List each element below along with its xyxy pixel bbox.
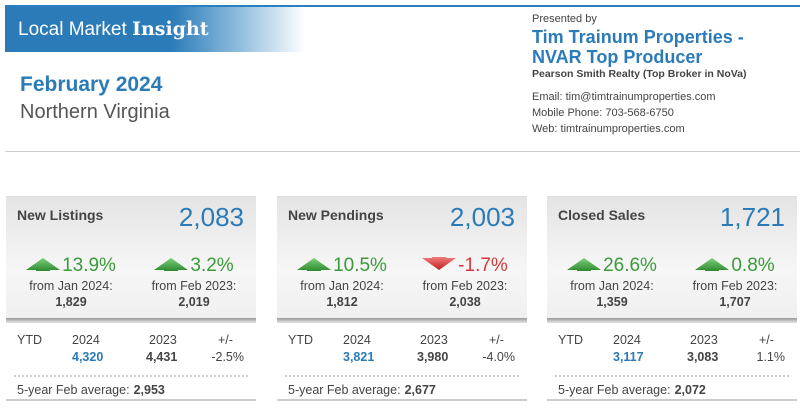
ytd-label: YTD xyxy=(288,333,313,347)
ytd-current-value: 4,320 xyxy=(72,350,104,364)
change-from-value: 2,038 xyxy=(449,295,481,309)
ytd-current-value: 3,821 xyxy=(343,350,375,364)
change-pct: 13.9% xyxy=(62,255,116,276)
ytd-year-current: 2024 xyxy=(72,333,100,347)
ytd-prior-value: 3,083 xyxy=(687,350,719,364)
agent-name: Tim Trainum Properties - NVAR Top Produce… xyxy=(532,27,747,67)
change-from-value: 1,359 xyxy=(596,295,628,309)
average-value: 2,072 xyxy=(674,383,706,397)
email[interactable]: Email: tim@timtrainumproperties.com xyxy=(532,91,716,103)
change-from-value: 2,019 xyxy=(178,295,210,309)
five-year-average: 5-year Feb average: 2,677 xyxy=(277,377,527,401)
change-yoy: -1.7% from Feb 2023: 2,038 xyxy=(405,255,525,309)
arrow-up-icon xyxy=(297,255,332,277)
ytd-year-prior: 2023 xyxy=(690,333,718,347)
average-label: 5-year Feb average: xyxy=(558,383,671,397)
change-pct: -1.7% xyxy=(458,255,508,276)
card-separator xyxy=(277,318,527,323)
ytd-table: YTD 2024 2023 +/- 3,117 3,083 1.1% xyxy=(547,323,797,375)
average-value: 2,677 xyxy=(404,383,436,397)
ytd-change-value: 1.1% xyxy=(756,350,786,364)
change-pct: 10.5% xyxy=(333,255,387,276)
arrow-down-icon xyxy=(422,255,457,277)
agent-line-1: Tim Trainum Properties - xyxy=(532,27,744,47)
report-region: Northern Virginia xyxy=(20,101,170,123)
change-from-value: 1,812 xyxy=(326,295,358,309)
ytd-change-value: -4.0% xyxy=(482,350,515,364)
metric-card: New Listings 2,083 13.9% from Jan 2024: … xyxy=(6,196,256,406)
change-from-label: from Feb 2023: xyxy=(151,279,237,293)
ytd-year-current: 2024 xyxy=(343,333,371,347)
website[interactable]: Web: timtrainumproperties.com xyxy=(532,123,685,135)
change-yoy: 3.2% from Feb 2023: 2,019 xyxy=(134,255,254,309)
metric-card: New Pendings 2,003 10.5% from Jan 2024: … xyxy=(277,196,527,406)
dotted-divider xyxy=(285,375,519,377)
brand-bold: Insight xyxy=(132,18,209,40)
ytd-year-prior: 2023 xyxy=(420,333,448,347)
ytd-table: YTD 2024 2023 +/- 3,821 3,980 -4.0% xyxy=(277,323,527,375)
metric-card: Closed Sales 1,721 26.6% from Jan 2024: … xyxy=(547,196,797,406)
dotted-divider xyxy=(14,375,248,377)
brand-prefix: Local Market xyxy=(18,19,127,40)
average-value: 2,953 xyxy=(133,383,165,397)
card-separator xyxy=(6,318,256,323)
ytd-change-header: +/- xyxy=(218,333,233,347)
change-mom: 13.9% from Jan 2024: 1,829 xyxy=(11,255,131,309)
arrow-up-icon xyxy=(154,255,189,277)
ytd-label: YTD xyxy=(558,333,583,347)
change-pct: 26.6% xyxy=(603,255,657,276)
change-from-value: 1,829 xyxy=(55,295,87,309)
top-rule xyxy=(5,5,800,7)
metric-title: Closed Sales xyxy=(558,207,646,223)
ytd-change-header: +/- xyxy=(759,333,774,347)
ytd-change-value: -2.5% xyxy=(211,350,244,364)
arrow-up-icon xyxy=(567,255,602,277)
ytd-prior-value: 3,980 xyxy=(417,350,449,364)
change-from-label: from Jan 2024: xyxy=(29,279,113,293)
five-year-average: 5-year Feb average: 2,072 xyxy=(547,377,797,401)
change-mom: 26.6% from Jan 2024: 1,359 xyxy=(552,255,672,309)
change-mom: 10.5% from Jan 2024: 1,812 xyxy=(282,255,402,309)
change-from-value: 1,707 xyxy=(719,295,751,309)
broker-name: Pearson Smith Realty (Top Broker in NoVa… xyxy=(532,68,747,80)
average-label: 5-year Feb average: xyxy=(288,383,401,397)
metric-title: New Listings xyxy=(17,207,104,223)
phone[interactable]: Mobile Phone: 703-568-6750 xyxy=(532,107,674,119)
ytd-label: YTD xyxy=(17,333,42,347)
report-month: February 2024 xyxy=(20,73,163,96)
change-from-label: from Feb 2023: xyxy=(422,279,508,293)
ytd-prior-value: 4,431 xyxy=(146,350,178,364)
ytd-year-current: 2024 xyxy=(613,333,641,347)
five-year-average: 5-year Feb average: 2,953 xyxy=(6,377,256,401)
arrow-up-icon xyxy=(26,255,61,277)
brand-banner: Local Market Insight xyxy=(5,7,305,52)
ytd-year-prior: 2023 xyxy=(149,333,177,347)
dotted-divider xyxy=(555,375,789,377)
change-pct: 3.2% xyxy=(190,255,234,276)
arrow-up-icon xyxy=(695,255,730,277)
ytd-current-value: 3,117 xyxy=(613,350,644,364)
ytd-change-header: +/- xyxy=(489,333,504,347)
presented-by: Presented by xyxy=(532,13,597,25)
header-divider xyxy=(5,151,800,152)
metric-value: 2,003 xyxy=(449,202,515,232)
ytd-table: YTD 2024 2023 +/- 4,320 4,431 -2.5% xyxy=(6,323,256,375)
change-from-label: from Feb 2023: xyxy=(692,279,778,293)
average-label: 5-year Feb average: xyxy=(17,383,130,397)
change-yoy: 0.8% from Feb 2023: 1,707 xyxy=(675,255,795,309)
change-pct: 0.8% xyxy=(731,255,775,276)
change-from-label: from Jan 2024: xyxy=(570,279,654,293)
metric-title: New Pendings xyxy=(288,207,384,223)
agent-line-2: NVAR Top Producer xyxy=(532,47,703,67)
metric-value: 2,083 xyxy=(178,202,244,232)
card-separator xyxy=(547,318,797,323)
presenter-block: Presented by Tim Trainum Properties - NVA… xyxy=(532,13,747,137)
metric-value: 1,721 xyxy=(719,202,785,232)
change-from-label: from Jan 2024: xyxy=(300,279,384,293)
